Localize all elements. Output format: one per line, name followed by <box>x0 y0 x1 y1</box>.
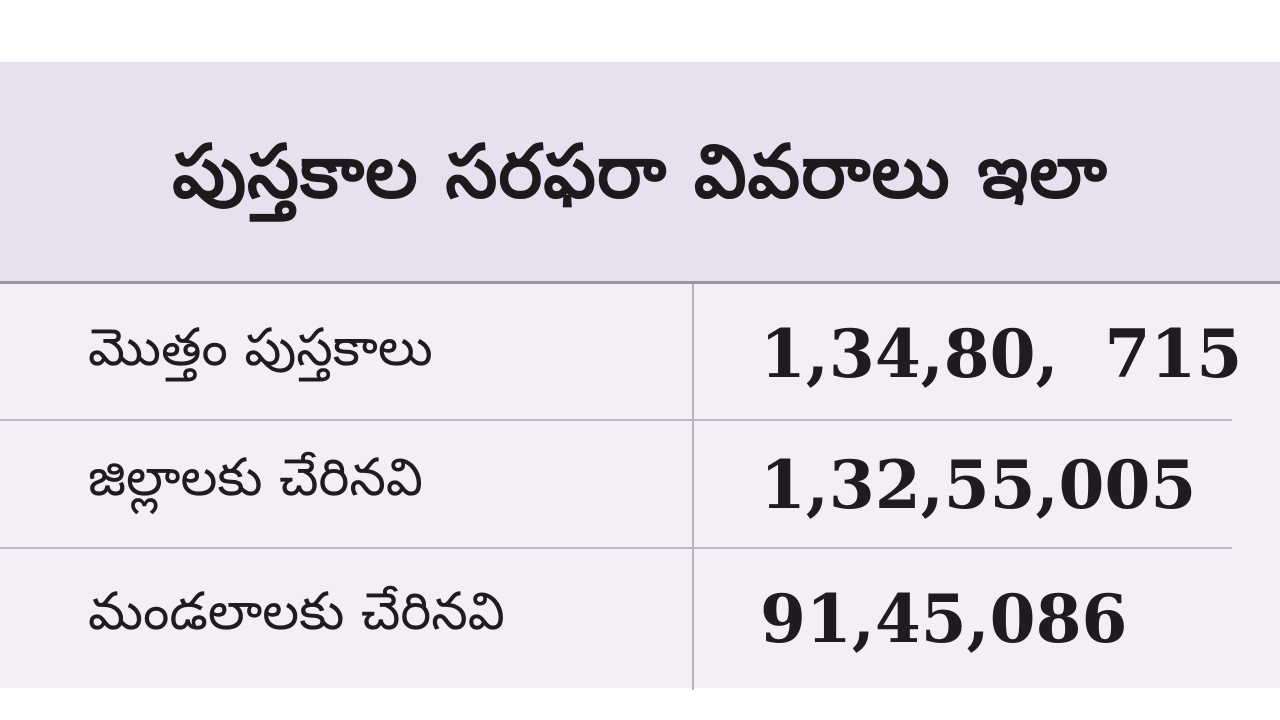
row-divider <box>0 419 1232 421</box>
column-divider <box>692 284 694 690</box>
header-divider <box>0 281 1280 284</box>
table-row-districts: జిల్లాలకు చేరినవి 1,32,55,005 <box>0 421 1280 548</box>
row-value: 1,34,80, 715 <box>760 315 1243 393</box>
data-table <box>0 284 1280 688</box>
row-value: 91,45,086 <box>760 579 1128 658</box>
page-title: పుస్తకాల సరఫరా వివరాలు ఇలా <box>172 128 1108 215</box>
title-banner: పుస్తకాల సరఫరా వివరాలు ఇలా <box>0 62 1280 281</box>
row-value: 1,32,55,005 <box>760 445 1197 524</box>
row-label: మండలాలకు చేరినవి <box>88 582 505 642</box>
row-label: మొత్తం పుస్తకాలు <box>88 317 433 378</box>
table-row-total-books: మొత్తం పుస్తకాలు 1,34,80, 715 <box>0 284 1280 420</box>
row-label: జిల్లాలకు చేరినవి <box>88 448 423 508</box>
table-row-mandals: మండలాలకు చేరినవి 91,45,086 <box>0 549 1280 688</box>
row-divider <box>0 547 1232 549</box>
